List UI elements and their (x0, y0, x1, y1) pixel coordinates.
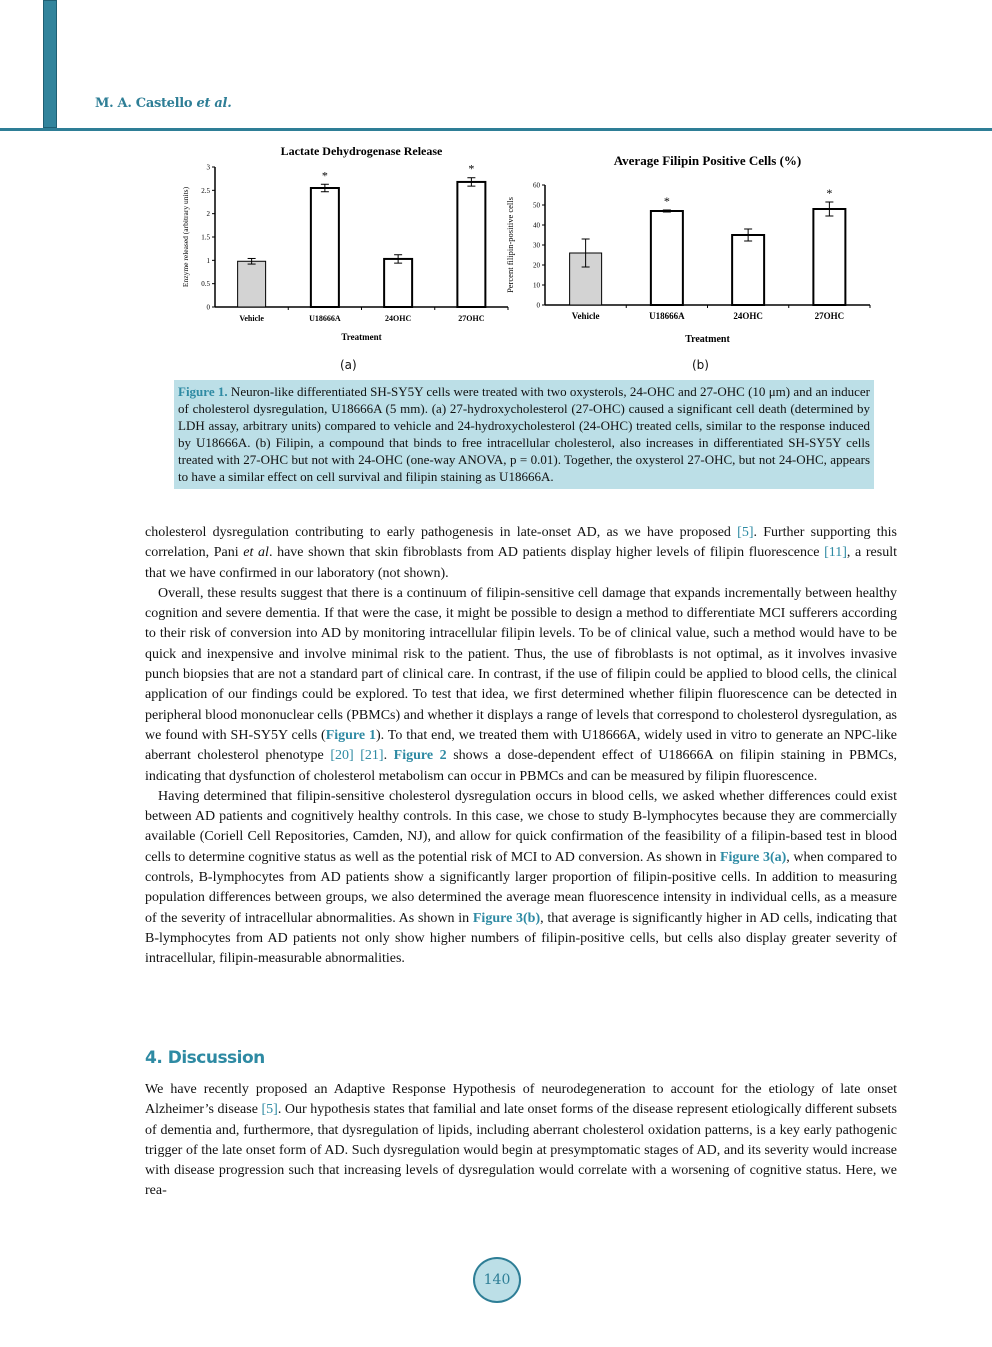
body-section-1: cholesterol dysregulation contributing t… (145, 523, 897, 970)
bar-27ohc (812, 208, 847, 306)
bar-27ohc (456, 180, 487, 308)
paragraph-2: Overall, these results suggest that ther… (145, 585, 898, 784)
y-tick-label: 0.5 (201, 280, 210, 288)
citation-link[interactable]: [20] [21] (330, 748, 384, 764)
y-tick-label: 3 (207, 164, 211, 172)
chart-title: Lactate Dehydrogenase Release (281, 144, 443, 158)
y-tick-label: 40 (533, 222, 541, 230)
panel-a-label: (a) (340, 358, 357, 372)
figure-label: Figure 1. (178, 384, 228, 399)
significance-marker: * (826, 186, 832, 200)
y-tick-label: 0 (207, 304, 211, 312)
chart-filipin-positive: Average Filipin Positive Cells (%) 0 10 20 3… (505, 148, 871, 358)
y-tick-label: 1.5 (201, 234, 210, 242)
x-tick-label: 24OHC (385, 314, 411, 323)
header-accent-bar (43, 0, 57, 128)
y-tick-label: 20 (533, 262, 541, 270)
author-suffix: et al. (196, 96, 232, 111)
x-tick-label: Vehicle (239, 314, 264, 323)
figure-caption: Figure 1. Neuron-like differentiated SH-… (174, 380, 874, 489)
chart-ldh-release: Lactate Dehydrogenase Release 0 0.5 1 1.5 2 2.… (178, 140, 509, 355)
figure-link[interactable]: Figure 1 (325, 727, 376, 743)
y-tick-label: 10 (533, 282, 541, 290)
citation-link[interactable]: [5] (737, 525, 754, 540)
x-tick-label: 27OHC (815, 311, 845, 321)
y-tick-label: 50 (533, 202, 541, 210)
chart-title: Average Filipin Positive Cells (%) (614, 153, 802, 168)
x-tick-label: U18666A (649, 311, 685, 321)
figure-link[interactable]: Figure 3(a) (719, 849, 787, 865)
y-tick-label: 0 (537, 302, 541, 310)
x-tick-label: Vehicle (572, 311, 600, 321)
citation-link[interactable]: [11] (824, 545, 847, 561)
y-axis-label: Enzyme released (arbitrary units) (181, 186, 190, 287)
bar-24ohc (383, 257, 414, 308)
x-axis-label: Treatment (341, 332, 381, 342)
x-tick-label: 27OHC (458, 314, 484, 323)
x-tick-label: U18666A (309, 314, 341, 323)
y-tick-label: 1 (207, 257, 211, 265)
section-heading: 4. Discussion (145, 1048, 265, 1068)
y-tick-label: 2 (207, 210, 211, 218)
figure-link[interactable]: Figure 3(b) (472, 910, 541, 926)
significance-marker: * (468, 162, 474, 176)
paragraph-4: We have recently proposed an Adaptive Re… (145, 1082, 897, 1199)
x-axis-label: Treatment (685, 334, 730, 345)
significance-marker: * (664, 194, 670, 208)
page-number-badge: 140 (473, 1257, 521, 1303)
x-tick-label: 24OHC (733, 311, 763, 321)
caption-text: Neuron-like differentiated SH-SY5Y cells… (178, 384, 871, 485)
y-tick-label: 30 (533, 242, 541, 250)
panel-b-label: (b) (692, 358, 709, 372)
paragraph-3: Having determined that filipin-sensitive… (145, 788, 897, 967)
paragraph-1: cholesterol dysregulation contributing t… (145, 525, 897, 581)
body-section-2: We have recently proposed an Adaptive Re… (145, 1080, 897, 1202)
citation-link[interactable]: [5] (261, 1102, 278, 1118)
bar-u18666a (649, 210, 684, 306)
significance-marker: * (322, 168, 328, 182)
figure-link[interactable]: Figure 2 (393, 748, 447, 764)
bar-u18666a (309, 187, 340, 308)
y-axis-label: Percent filipin-positive cells (505, 197, 515, 293)
author-name: M. A. Castello (95, 96, 193, 111)
header-rule (0, 128, 992, 131)
y-tick-label: 60 (533, 182, 541, 190)
bar-24ohc (731, 234, 766, 306)
y-tick-label: 2.5 (201, 187, 210, 195)
bar-vehicle (237, 260, 267, 308)
running-head: M. A. Castello et al. (95, 96, 232, 111)
